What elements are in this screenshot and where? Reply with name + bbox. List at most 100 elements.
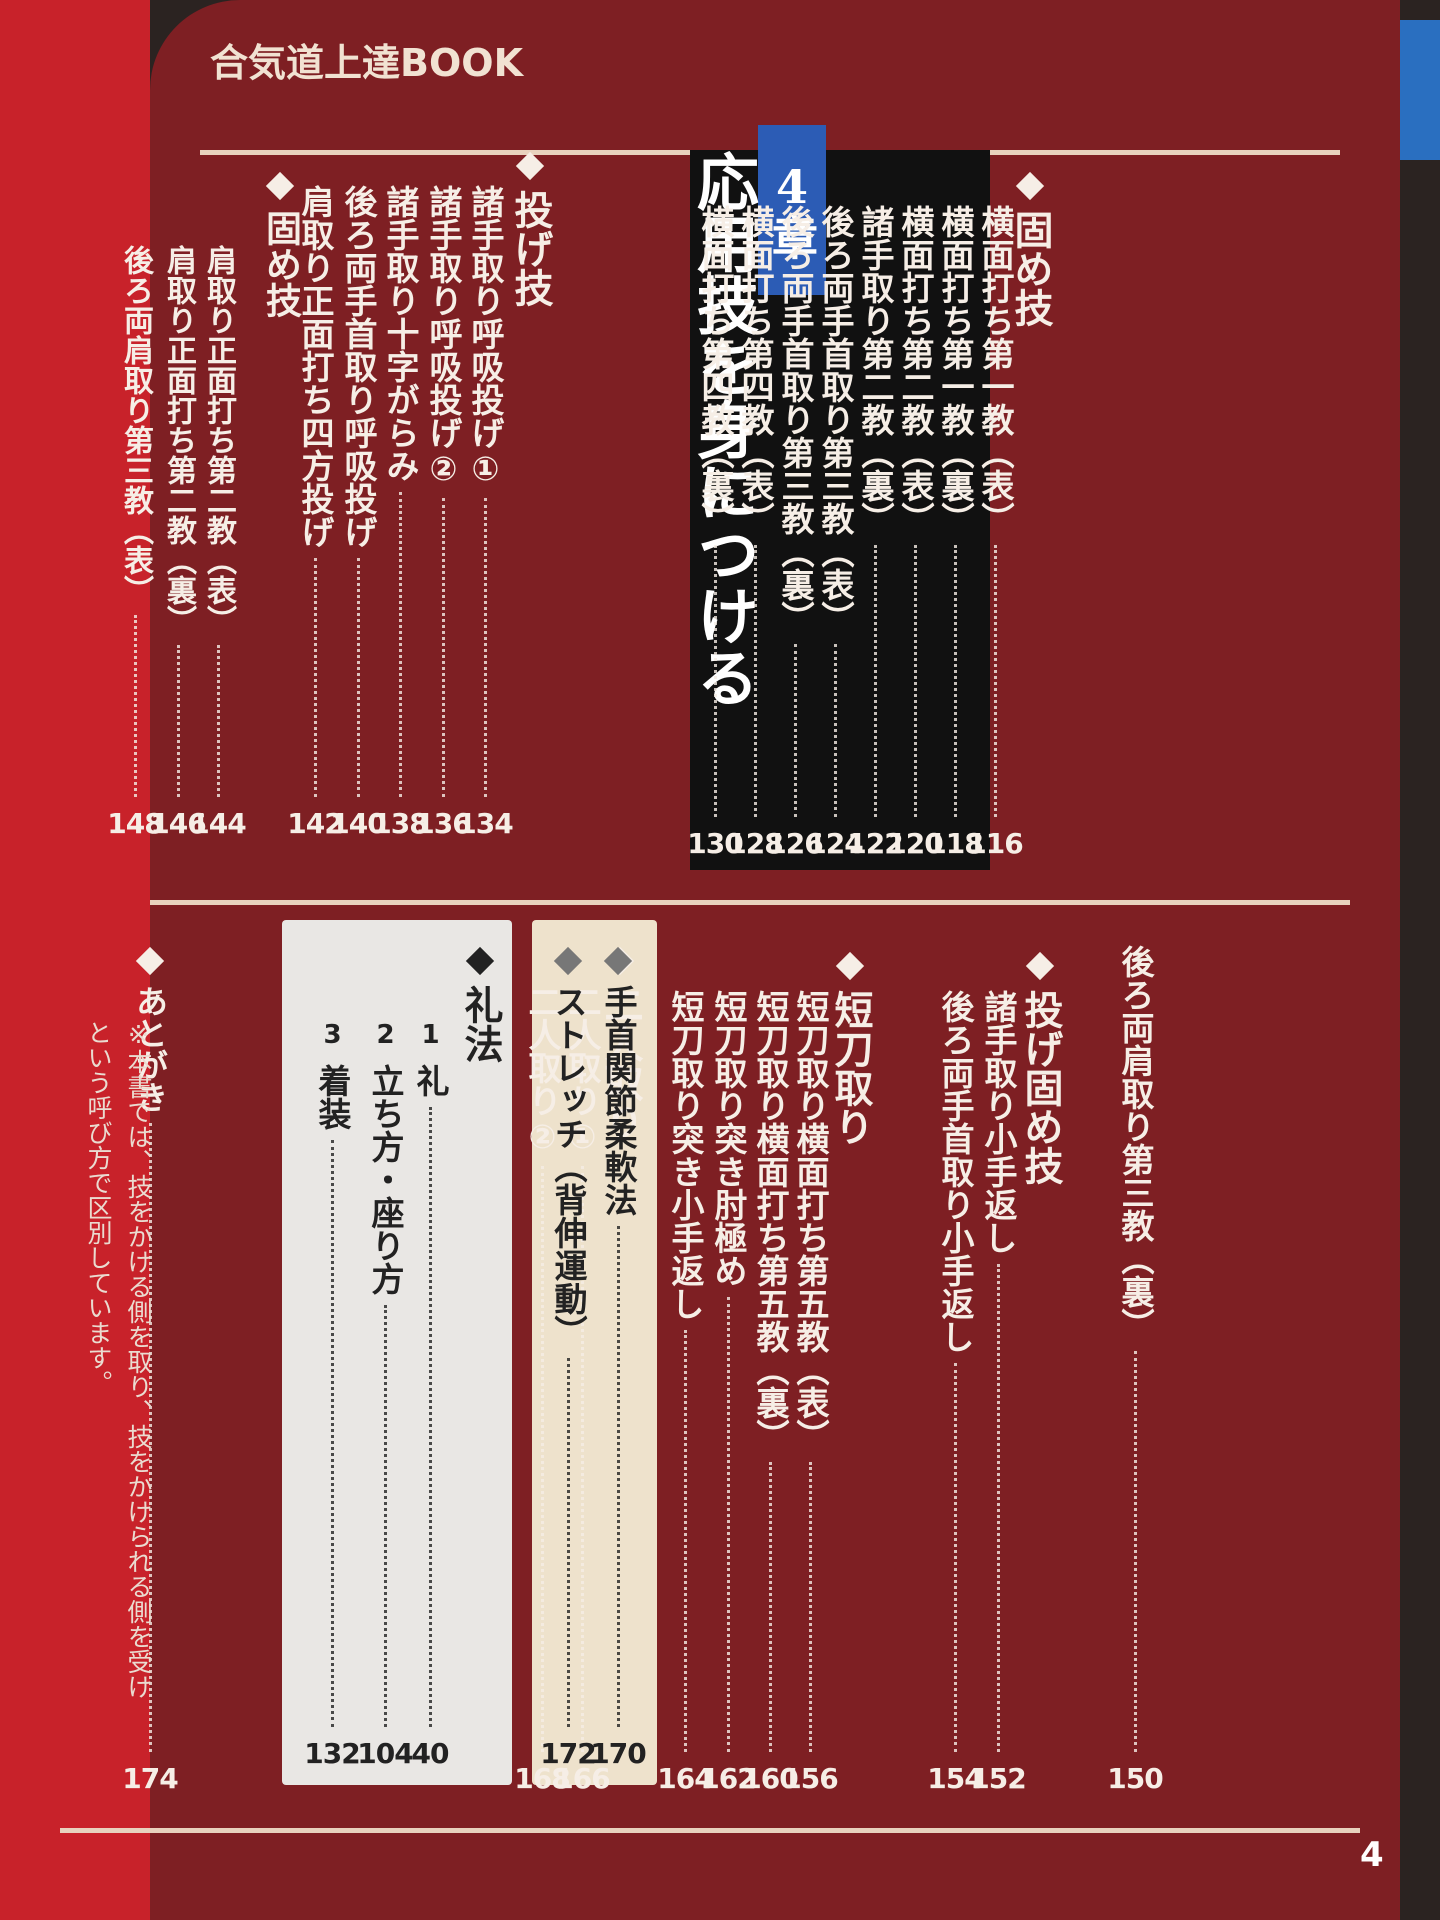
entry-title: 短刀取り横面打ち第五教（表） <box>791 990 830 1452</box>
toc-entry: 手首関節柔軟法 170 <box>588 945 648 1770</box>
section-heading: 短刀取り <box>824 950 876 1146</box>
rule <box>60 1828 1360 1833</box>
leader <box>793 644 797 817</box>
leader <box>566 1358 570 1727</box>
leader <box>356 558 360 797</box>
entry-title: ストレッチ（背伸運動） <box>549 985 588 1348</box>
leader <box>683 1330 687 1752</box>
section-heading: 固め技 <box>254 170 306 318</box>
entry-title: 横面打ち第一教（表） <box>976 205 1015 535</box>
section-heading: 礼法 <box>454 945 506 1063</box>
entry-title: 諸手取り呼吸投げ① <box>466 185 505 488</box>
toc-page: 合気道上達BOOK 4 4章 応用技を身につける 固め技 横面打ち第一教（表） 11… <box>60 0 1400 1920</box>
entry-page: 134 <box>457 807 513 840</box>
leader <box>148 1123 152 1752</box>
diamond <box>515 151 545 181</box>
heading-text: 礼法 <box>458 985 503 1063</box>
book-title: 合気道上達BOOK <box>210 41 524 85</box>
entry-number: 2 <box>376 1020 394 1050</box>
entry-title: 横面打ち第四教（裏） <box>696 205 735 535</box>
entry-number: 1 <box>421 1020 439 1050</box>
entry-page: 164 <box>657 1762 713 1795</box>
entry-page: 130 <box>687 827 743 860</box>
toc-entry: 肩取り正面打ち第二教（表） 144 <box>188 245 248 840</box>
toc-entry: 諸手取り呼吸投げ② 136 <box>413 185 473 840</box>
chapter-title: 応用技を身につける <box>686 150 759 708</box>
entry-title: 短刀取り突き肘極め <box>709 990 748 1287</box>
toc-entry: 二人取り① 166 <box>552 985 612 1795</box>
entry-page: 170 <box>590 1737 646 1770</box>
entry-title: 二人取り② <box>523 985 562 1156</box>
reiho-box <box>282 920 512 1785</box>
leader <box>873 545 877 817</box>
entry-title: 後ろ両肩取り第三教（裏） <box>1116 945 1155 1341</box>
entry-page: 150 <box>1107 1762 1163 1795</box>
entry-page: 128 <box>727 827 783 860</box>
entry-page: 152 <box>970 1762 1026 1795</box>
entry-page: 162 <box>700 1762 756 1795</box>
leader <box>833 644 837 817</box>
toc-entry: 諸手取り小手返し 152 <box>968 990 1028 1795</box>
page-number: 4 <box>1360 1835 1384 1875</box>
entry-page: 144 <box>190 807 246 840</box>
entry-title: 礼 <box>411 1064 450 1097</box>
entry-page: 104 <box>357 1737 413 1770</box>
toc-entry: 短刀取り横面打ち第五教（表） 156 <box>780 990 840 1795</box>
adjacent-book <box>0 0 150 1920</box>
note-line: ※本書では、技をかける側を取り、技をかけられる側を受け <box>124 1020 153 1699</box>
entry-page: 154 <box>927 1762 983 1795</box>
entry-title: 諸手取り十字がらみ <box>381 185 420 482</box>
toc-entry: 横面打ち第一教（表） 116 <box>965 205 1025 860</box>
toc-entry: 後ろ両手首取り第三教（裏） 126 <box>765 205 825 860</box>
entry-title: 短刀取り突き小手返し <box>666 990 705 1320</box>
entry-page: 146 <box>150 807 206 840</box>
toc-entry: 諸手取り第二教（裏） 122 <box>845 205 905 860</box>
toc-entry: 1 礼 40 <box>400 1020 460 1770</box>
leader <box>616 1226 620 1727</box>
entry-page: 140 <box>330 807 386 840</box>
toc-entry: 短刀取り突き小手返し 164 <box>655 990 715 1795</box>
entry-title: 諸手取り呼吸投げ② <box>424 185 463 488</box>
diamond <box>835 951 865 981</box>
toc-entry: 諸手取り十字がらみ 138 <box>370 185 430 840</box>
entry-title: 着装 <box>313 1064 352 1130</box>
entry-page: 124 <box>807 827 863 860</box>
entry-page: 168 <box>514 1762 570 1795</box>
entry-page: 156 <box>782 1762 838 1795</box>
leader <box>216 645 220 797</box>
entry-page: 120 <box>887 827 943 860</box>
toc-entry: 諸手取り呼吸投げ① 134 <box>455 185 515 840</box>
note-line: という呼び方で区別しています。 <box>84 1020 113 1395</box>
entry-title: 後ろ両手首取り第三教（裏） <box>776 205 815 634</box>
toc-entry: ストレッチ（背伸運動） 172 <box>538 945 598 1770</box>
section-heading: 投げ固め技 <box>1014 950 1066 1185</box>
entry-page: 172 <box>540 1737 596 1770</box>
entry-page: 118 <box>927 827 983 860</box>
entry-number: 3 <box>323 1020 341 1050</box>
heading-text: 固め技 <box>1008 210 1053 327</box>
entry-page: 160 <box>742 1762 798 1795</box>
section-heading: 二人取り <box>594 945 646 1141</box>
heading-text: 二人取り <box>598 985 643 1141</box>
toc-entry: 横面打ち第二教（表） 120 <box>885 205 945 860</box>
entry-title: 諸手取り小手返し <box>979 990 1018 1254</box>
toc-entry: あとがき 174 <box>120 945 180 1795</box>
section-heading: 固め技 <box>1004 170 1056 327</box>
toc-entry: 横面打ち第四教（裏） 130 <box>685 205 745 860</box>
toc-entry: 後ろ両手首取り小手返し 154 <box>925 990 985 1795</box>
toc-entry: 後ろ両肩取り第三教（表） 148 <box>105 245 165 840</box>
entry-title: 短刀取り横面打ち第五教（裏） <box>751 990 790 1452</box>
section-heading: 投げ技 <box>504 150 556 307</box>
heading-text: 投げ固め技 <box>1018 990 1063 1185</box>
toc-entry: 後ろ両肩取り第三教（裏） 150 <box>1105 945 1165 1795</box>
entry-page: 122 <box>847 827 903 860</box>
diamond <box>1025 951 1055 981</box>
entry-title: 横面打ち第一教（裏） <box>936 205 975 535</box>
chapter-band <box>690 150 990 870</box>
stretch-box <box>532 920 657 1785</box>
toc-entry: 肩取り正面打ち四方投げ 142 <box>285 185 345 840</box>
entry-title: あとがき <box>131 985 169 1113</box>
leader <box>133 615 137 797</box>
entry-page: 142 <box>287 807 343 840</box>
entry-page: 116 <box>967 827 1023 860</box>
